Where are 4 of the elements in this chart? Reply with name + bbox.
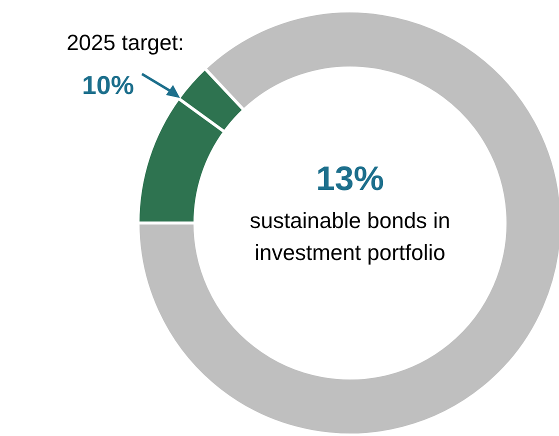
text: 2025 target: bbox=[66, 30, 184, 56]
text: sustainable bonds in investment portfolio bbox=[248, 207, 452, 267]
text: 10% bbox=[80, 70, 134, 101]
text: 13% bbox=[314, 160, 386, 199]
